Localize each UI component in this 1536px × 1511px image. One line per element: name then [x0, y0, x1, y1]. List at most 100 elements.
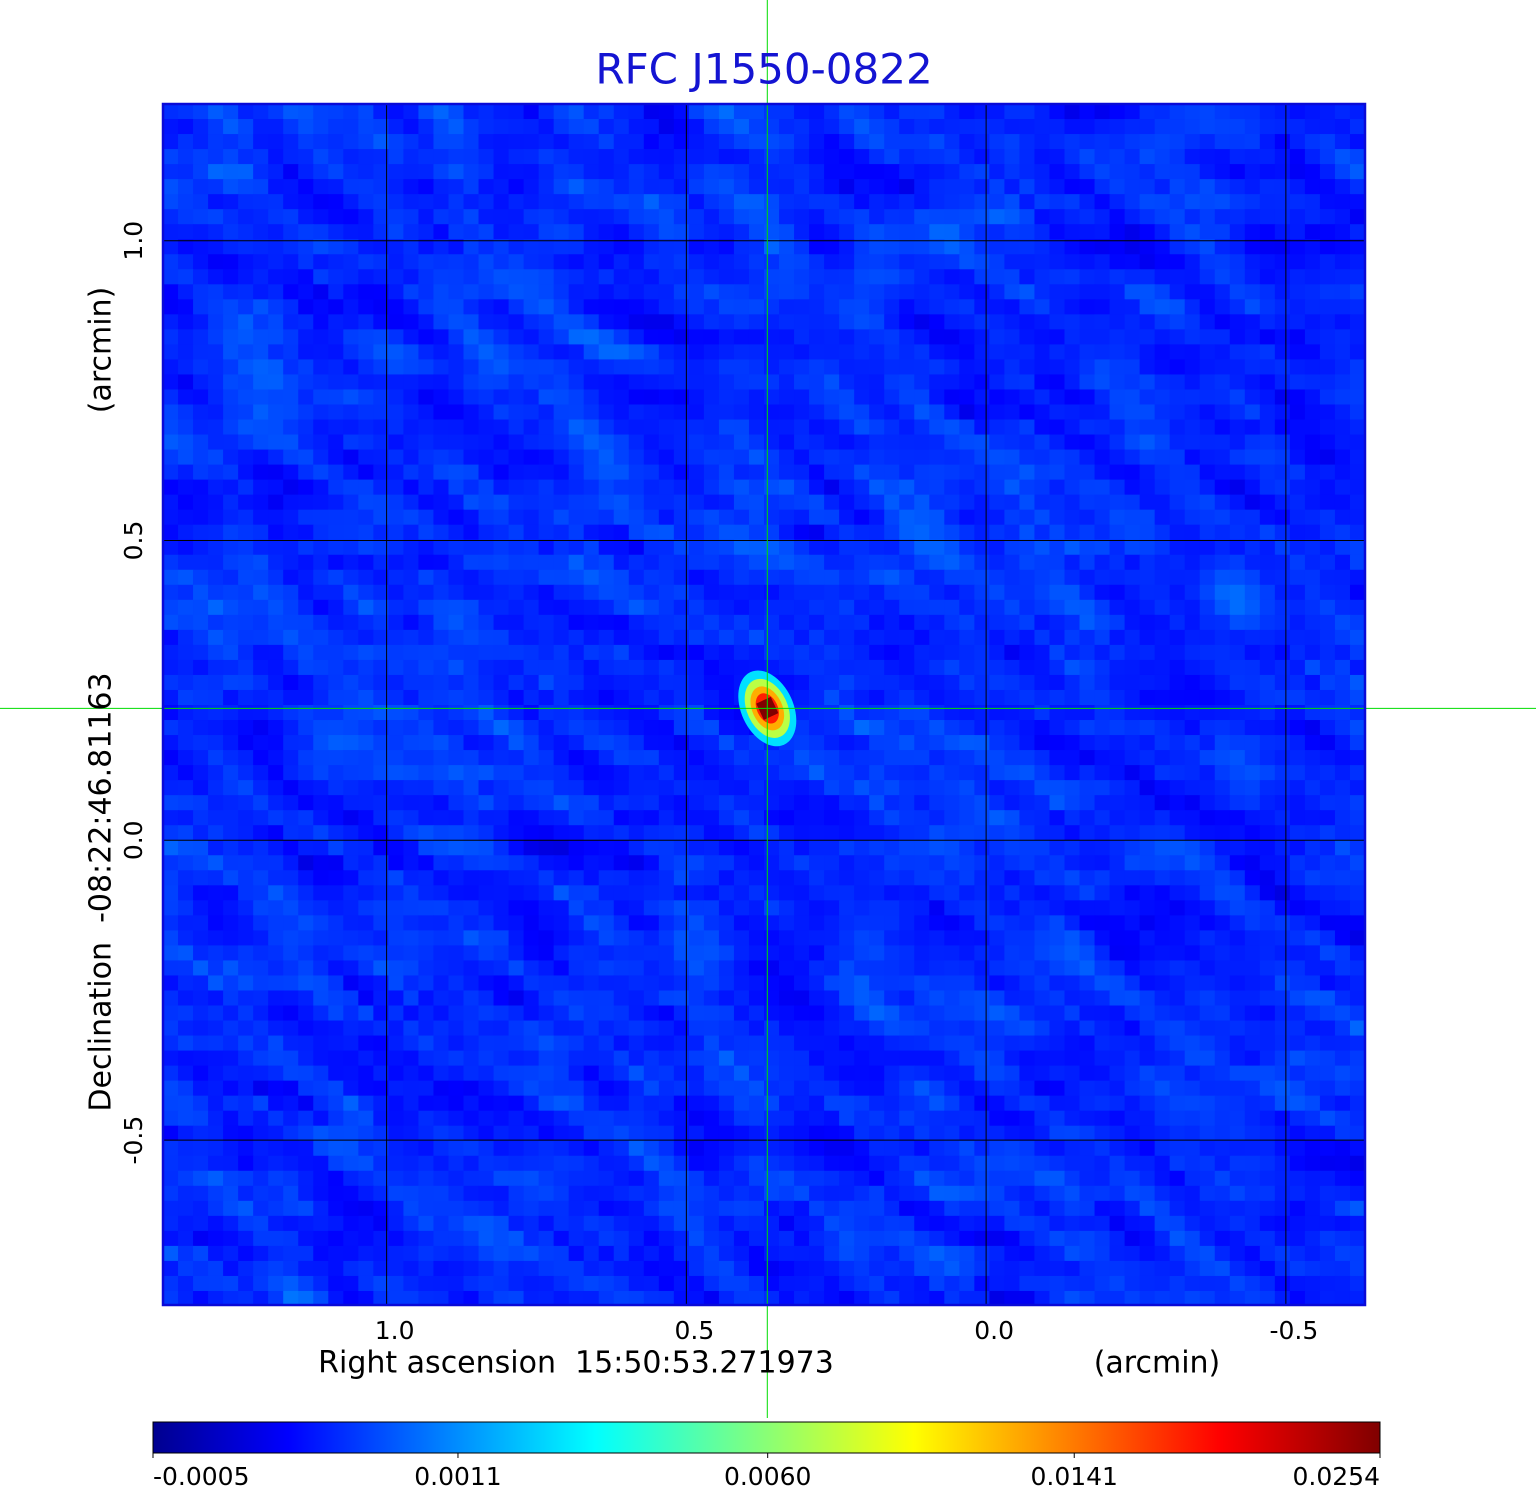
texture-cell [1094, 569, 1111, 586]
texture-cell [1109, 810, 1126, 826]
texture-cell [523, 179, 540, 195]
texture-cell [1019, 644, 1036, 661]
texture-cell [1079, 1005, 1096, 1022]
texture-cell [208, 840, 224, 856]
texture-cell [598, 644, 615, 661]
texture-cell [463, 104, 480, 120]
texture-cell [1154, 885, 1171, 901]
texture-cell [1169, 434, 1186, 451]
texture-cell [358, 659, 374, 676]
texture-cell [433, 1035, 450, 1052]
texture-cell [418, 674, 435, 691]
texture-cell [553, 990, 570, 1007]
texture-cell [298, 1005, 314, 1022]
texture-cell [869, 419, 885, 436]
texture-cell [989, 780, 1005, 796]
texture-cell [463, 780, 480, 796]
texture-cell [163, 509, 179, 526]
texture-cell [914, 449, 930, 466]
texture-cell [974, 840, 990, 856]
texture-cell [989, 434, 1005, 451]
texture-cell [463, 885, 480, 901]
texture-cell [643, 239, 660, 255]
texture-cell [1334, 720, 1351, 736]
texture-cell [598, 629, 615, 646]
texture-cell [163, 795, 179, 811]
texture-cell [854, 419, 870, 436]
texture-cell [1349, 1020, 1365, 1037]
texture-cell [764, 104, 780, 120]
texture-cell [553, 269, 570, 285]
texture-cell [598, 795, 615, 811]
texture-cell [448, 720, 465, 736]
texture-cell [1199, 179, 1216, 195]
texture-cell [1064, 134, 1081, 150]
texture-cell [283, 164, 299, 180]
texture-cell [1019, 194, 1036, 210]
texture-cell [523, 915, 540, 931]
texture-cell [974, 765, 990, 781]
texture-cell [1139, 614, 1156, 631]
texture-cell [238, 885, 254, 901]
texture-cell [1259, 329, 1276, 345]
texture-cell [313, 780, 329, 796]
texture-cell [1004, 419, 1021, 436]
texture-cell [959, 584, 975, 601]
texture-cell [343, 329, 359, 345]
texture-cell [613, 629, 630, 646]
texture-cell [1259, 299, 1276, 315]
texture-cell [373, 164, 389, 180]
texture-cell [929, 194, 945, 210]
texture-cell [553, 149, 570, 165]
texture-cell [583, 224, 600, 240]
texture-cell [418, 825, 435, 841]
texture-cell [283, 720, 299, 736]
texture-cell [1244, 750, 1261, 766]
texture-cell [1124, 344, 1141, 361]
texture-cell [403, 870, 420, 886]
texture-cell [508, 494, 525, 511]
texture-cell [163, 254, 179, 270]
texture-cell [388, 464, 404, 481]
texture-cell [283, 689, 299, 706]
texture-cell [223, 614, 239, 631]
texture-cell [1004, 434, 1021, 451]
texture-cell [1154, 720, 1171, 736]
texture-cell [869, 584, 885, 601]
texture-cell [658, 960, 675, 977]
texture-cell [779, 840, 795, 856]
texture-cell [508, 119, 525, 135]
texture-cell [583, 299, 600, 315]
texture-cell [914, 885, 930, 901]
texture-cell [869, 689, 885, 706]
texture-cell [1274, 239, 1291, 255]
texture-cell [418, 374, 435, 391]
texture-cell [794, 254, 810, 270]
texture-cell [358, 134, 374, 150]
texture-cell [628, 389, 645, 406]
texture-cell [1304, 134, 1321, 150]
texture-cell [358, 464, 374, 481]
texture-cell [1184, 464, 1201, 481]
texture-cell [1334, 209, 1351, 225]
texture-cell [1244, 840, 1261, 856]
texture-cell [523, 254, 540, 270]
texture-cell [193, 644, 209, 661]
texture-cell [628, 644, 645, 661]
texture-cell [703, 539, 720, 556]
texture-cell [568, 930, 585, 946]
texture-cell [568, 104, 585, 120]
texture-cell [223, 209, 239, 225]
texture-cell [268, 644, 284, 661]
texture-cell [1319, 569, 1336, 586]
texture-cell [388, 1005, 404, 1022]
texture-cell [1034, 509, 1051, 526]
texture-cell [268, 915, 284, 931]
texture-cell [748, 284, 765, 300]
texture-cell [1034, 209, 1051, 225]
texture-cell [373, 990, 389, 1007]
texture-cell [1214, 990, 1231, 1007]
texture-cell [433, 644, 450, 661]
texture-cell [748, 239, 765, 255]
texture-cell [448, 1035, 465, 1052]
